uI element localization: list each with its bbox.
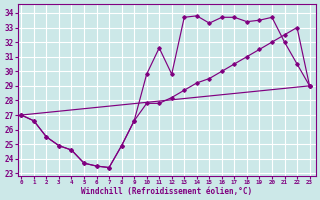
X-axis label: Windchill (Refroidissement éolien,°C): Windchill (Refroidissement éolien,°C) — [81, 187, 252, 196]
